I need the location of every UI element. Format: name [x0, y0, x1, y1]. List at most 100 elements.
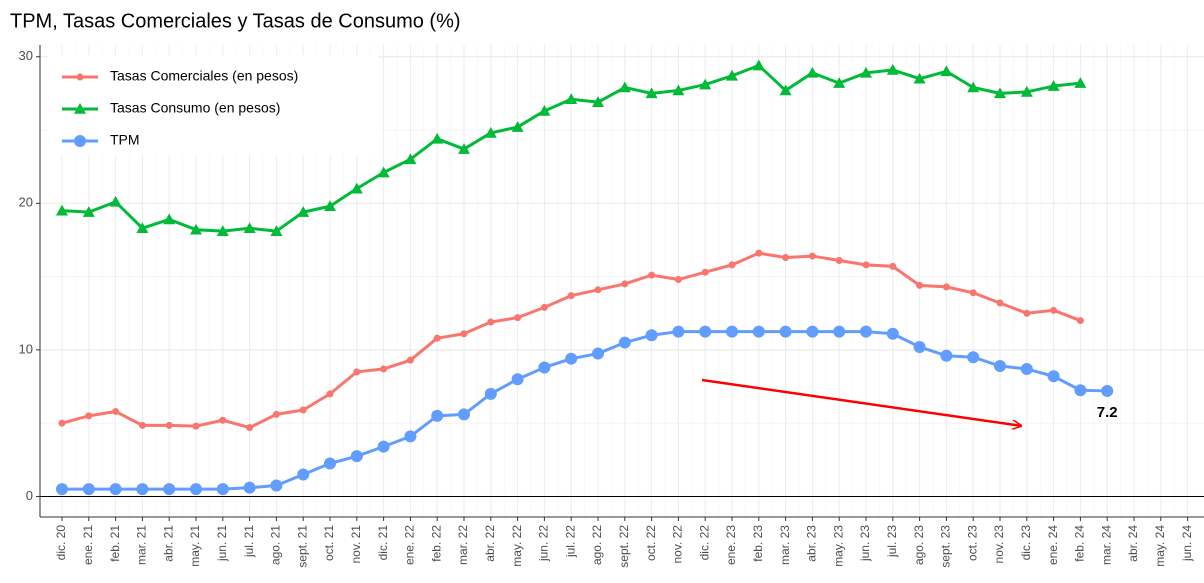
data-point — [350, 182, 363, 194]
data-point — [377, 166, 390, 178]
legend-label: Tasas Consumo (en pesos) — [110, 100, 280, 116]
x-tick-label: feb. 24 — [1073, 525, 1087, 562]
trend-arrow — [701, 378, 1022, 426]
data-point — [326, 390, 334, 398]
data-point — [886, 327, 899, 340]
x-tick-label: jun. 24 — [1180, 525, 1194, 562]
data-point — [243, 481, 256, 494]
data-point — [967, 351, 980, 364]
data-point — [672, 325, 685, 338]
x-tick-label: feb. 23 — [751, 525, 765, 562]
data-point — [431, 409, 444, 422]
x-tick-label: may. 23 — [831, 525, 845, 567]
data-point — [138, 421, 146, 429]
data-point — [726, 69, 738, 81]
data-point — [728, 261, 736, 269]
data-point — [243, 222, 256, 234]
data-point — [996, 299, 1004, 307]
data-point — [324, 200, 336, 212]
data-point — [913, 340, 926, 353]
data-point — [806, 66, 819, 78]
legend-label: TPM — [110, 132, 140, 148]
x-tick-label: nov. 23 — [992, 525, 1006, 564]
data-point — [621, 280, 629, 288]
data-point — [648, 271, 656, 279]
data-point — [752, 59, 765, 71]
legend: Tasas Comerciales (en pesos) Tasas Consum… — [48, 55, 378, 155]
x-tick-label: oct. 22 — [644, 525, 658, 561]
data-point — [216, 225, 229, 236]
data-point — [994, 360, 1006, 373]
data-point — [833, 77, 846, 88]
x-tick-label: may. 21 — [188, 525, 202, 567]
x-tick-label: mar. 21 — [135, 525, 149, 565]
legend-label: Tasas Comerciales (en pesos) — [110, 68, 298, 84]
x-tick-label: sept. 23 — [939, 525, 953, 568]
x-tick-label: abr. 21 — [161, 525, 175, 562]
series-line — [62, 330, 1108, 491]
data-point — [404, 153, 417, 165]
data-point — [886, 63, 899, 75]
data-point — [1074, 384, 1087, 397]
data-point — [404, 430, 417, 443]
data-point — [82, 483, 95, 496]
data-point — [726, 325, 738, 338]
data-point — [219, 416, 227, 424]
data-point — [889, 262, 897, 270]
data-point — [618, 336, 631, 349]
data-point — [672, 84, 685, 96]
data-point — [940, 349, 953, 362]
x-tick-label: abr. 22 — [483, 525, 497, 562]
data-point — [860, 325, 872, 338]
data-point — [190, 223, 202, 235]
y-tick-label: 0 — [26, 488, 33, 503]
x-tick-label: nov. 21 — [349, 525, 363, 564]
data-point — [779, 84, 792, 96]
x-tick-label: feb. 22 — [429, 525, 443, 562]
data-point — [511, 121, 524, 132]
data-point — [674, 276, 682, 284]
data-point — [752, 325, 765, 338]
y-tick-label: 10 — [19, 341, 33, 356]
data-point — [592, 96, 604, 107]
data-point — [1023, 309, 1031, 317]
data-point — [1050, 306, 1058, 314]
x-tick-label: jun. 22 — [537, 525, 551, 562]
x-tick-label: ago. 22 — [590, 525, 604, 565]
x-tick-label: may. 22 — [510, 525, 524, 567]
data-point — [1020, 362, 1033, 375]
x-tick-label: jun. 21 — [215, 525, 229, 562]
data-point — [565, 352, 578, 365]
data-point — [406, 356, 414, 364]
x-tick-label: ago. 23 — [912, 525, 926, 565]
legend-marker — [74, 135, 86, 147]
x-tick-label: jul. 22 — [563, 525, 577, 558]
x-tick-label: dic. 22 — [697, 525, 711, 561]
data-point — [916, 281, 924, 289]
data-point — [538, 361, 551, 374]
data-point — [82, 206, 95, 217]
x-tick-label: sept. 22 — [617, 525, 631, 568]
data-point — [324, 457, 336, 470]
data-point — [350, 450, 363, 463]
x-tick-label: oct. 23 — [965, 525, 979, 561]
data-point — [862, 261, 870, 269]
data-point — [538, 104, 551, 116]
x-tick-label: ene. 23 — [724, 525, 738, 565]
x-tick-label: ene. 24 — [1046, 525, 1060, 565]
data-point — [833, 325, 846, 338]
x-tick-label: ene. 21 — [81, 525, 95, 565]
data-point — [270, 225, 283, 236]
data-point — [618, 81, 631, 93]
data-point — [835, 256, 843, 264]
data-point — [779, 325, 792, 338]
x-tick-label: feb. 21 — [108, 525, 122, 562]
data-point — [565, 93, 578, 105]
data-point — [942, 283, 950, 291]
data-point — [56, 204, 68, 216]
x-tick-label: abr. 24 — [1126, 525, 1140, 562]
data-point — [1074, 77, 1087, 88]
x-tick-label: mar. 24 — [1099, 525, 1113, 565]
data-point — [967, 81, 980, 93]
